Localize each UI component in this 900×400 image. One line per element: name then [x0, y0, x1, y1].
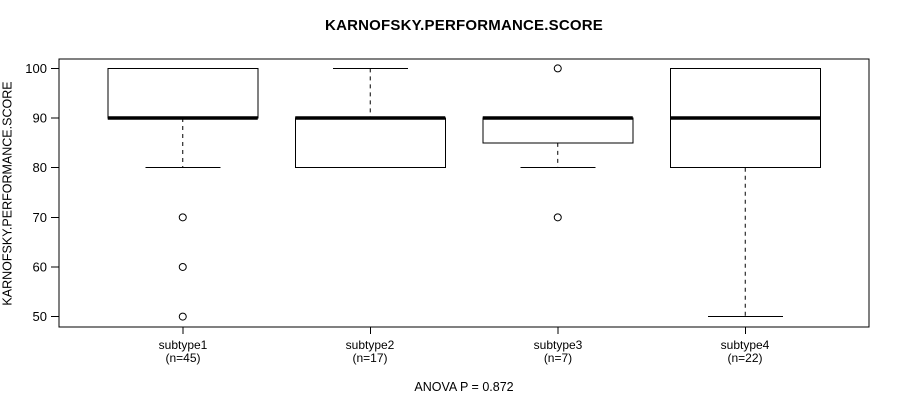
outlier-point — [178, 262, 187, 271]
box — [482, 117, 634, 144]
group-name: subtype2 — [345, 338, 395, 352]
outlier-point — [553, 213, 562, 222]
x-axis-group-label: subtype2 (n=17) — [295, 339, 445, 365]
group-n: (n=17) — [352, 351, 388, 365]
y-axis-tick-label: 50 — [33, 309, 47, 324]
x-axis-group-label: subtype1 (n=45) — [108, 339, 258, 365]
box — [294, 117, 446, 169]
y-axis-tick-label: 70 — [33, 210, 47, 225]
outlier-point — [553, 64, 562, 73]
anova-annotation: ANOVA P = 0.872 — [414, 380, 514, 394]
group-n: (n=7) — [543, 351, 573, 365]
group-name: subtype3 — [533, 338, 583, 352]
x-axis-group-label: subtype4 (n=22) — [670, 339, 820, 365]
chart-title: KARNOFSKY.PERFORMANCE.SCORE — [325, 17, 603, 34]
y-axis-tick-label: 90 — [33, 111, 47, 126]
group-n: (n=22) — [727, 351, 763, 365]
box — [107, 67, 259, 119]
y-axis-tick-label: 80 — [33, 160, 47, 175]
y-axis-tick-label: 60 — [33, 259, 47, 274]
x-axis-group-label: subtype3 (n=7) — [483, 339, 633, 365]
group-name: subtype1 — [158, 338, 208, 352]
outlier-point — [178, 312, 187, 321]
y-axis-tick-label: 100 — [25, 61, 47, 76]
outlier-point — [178, 213, 187, 222]
plot-frame — [58, 58, 870, 328]
group-name: subtype4 — [720, 338, 770, 352]
group-n: (n=45) — [165, 351, 201, 365]
